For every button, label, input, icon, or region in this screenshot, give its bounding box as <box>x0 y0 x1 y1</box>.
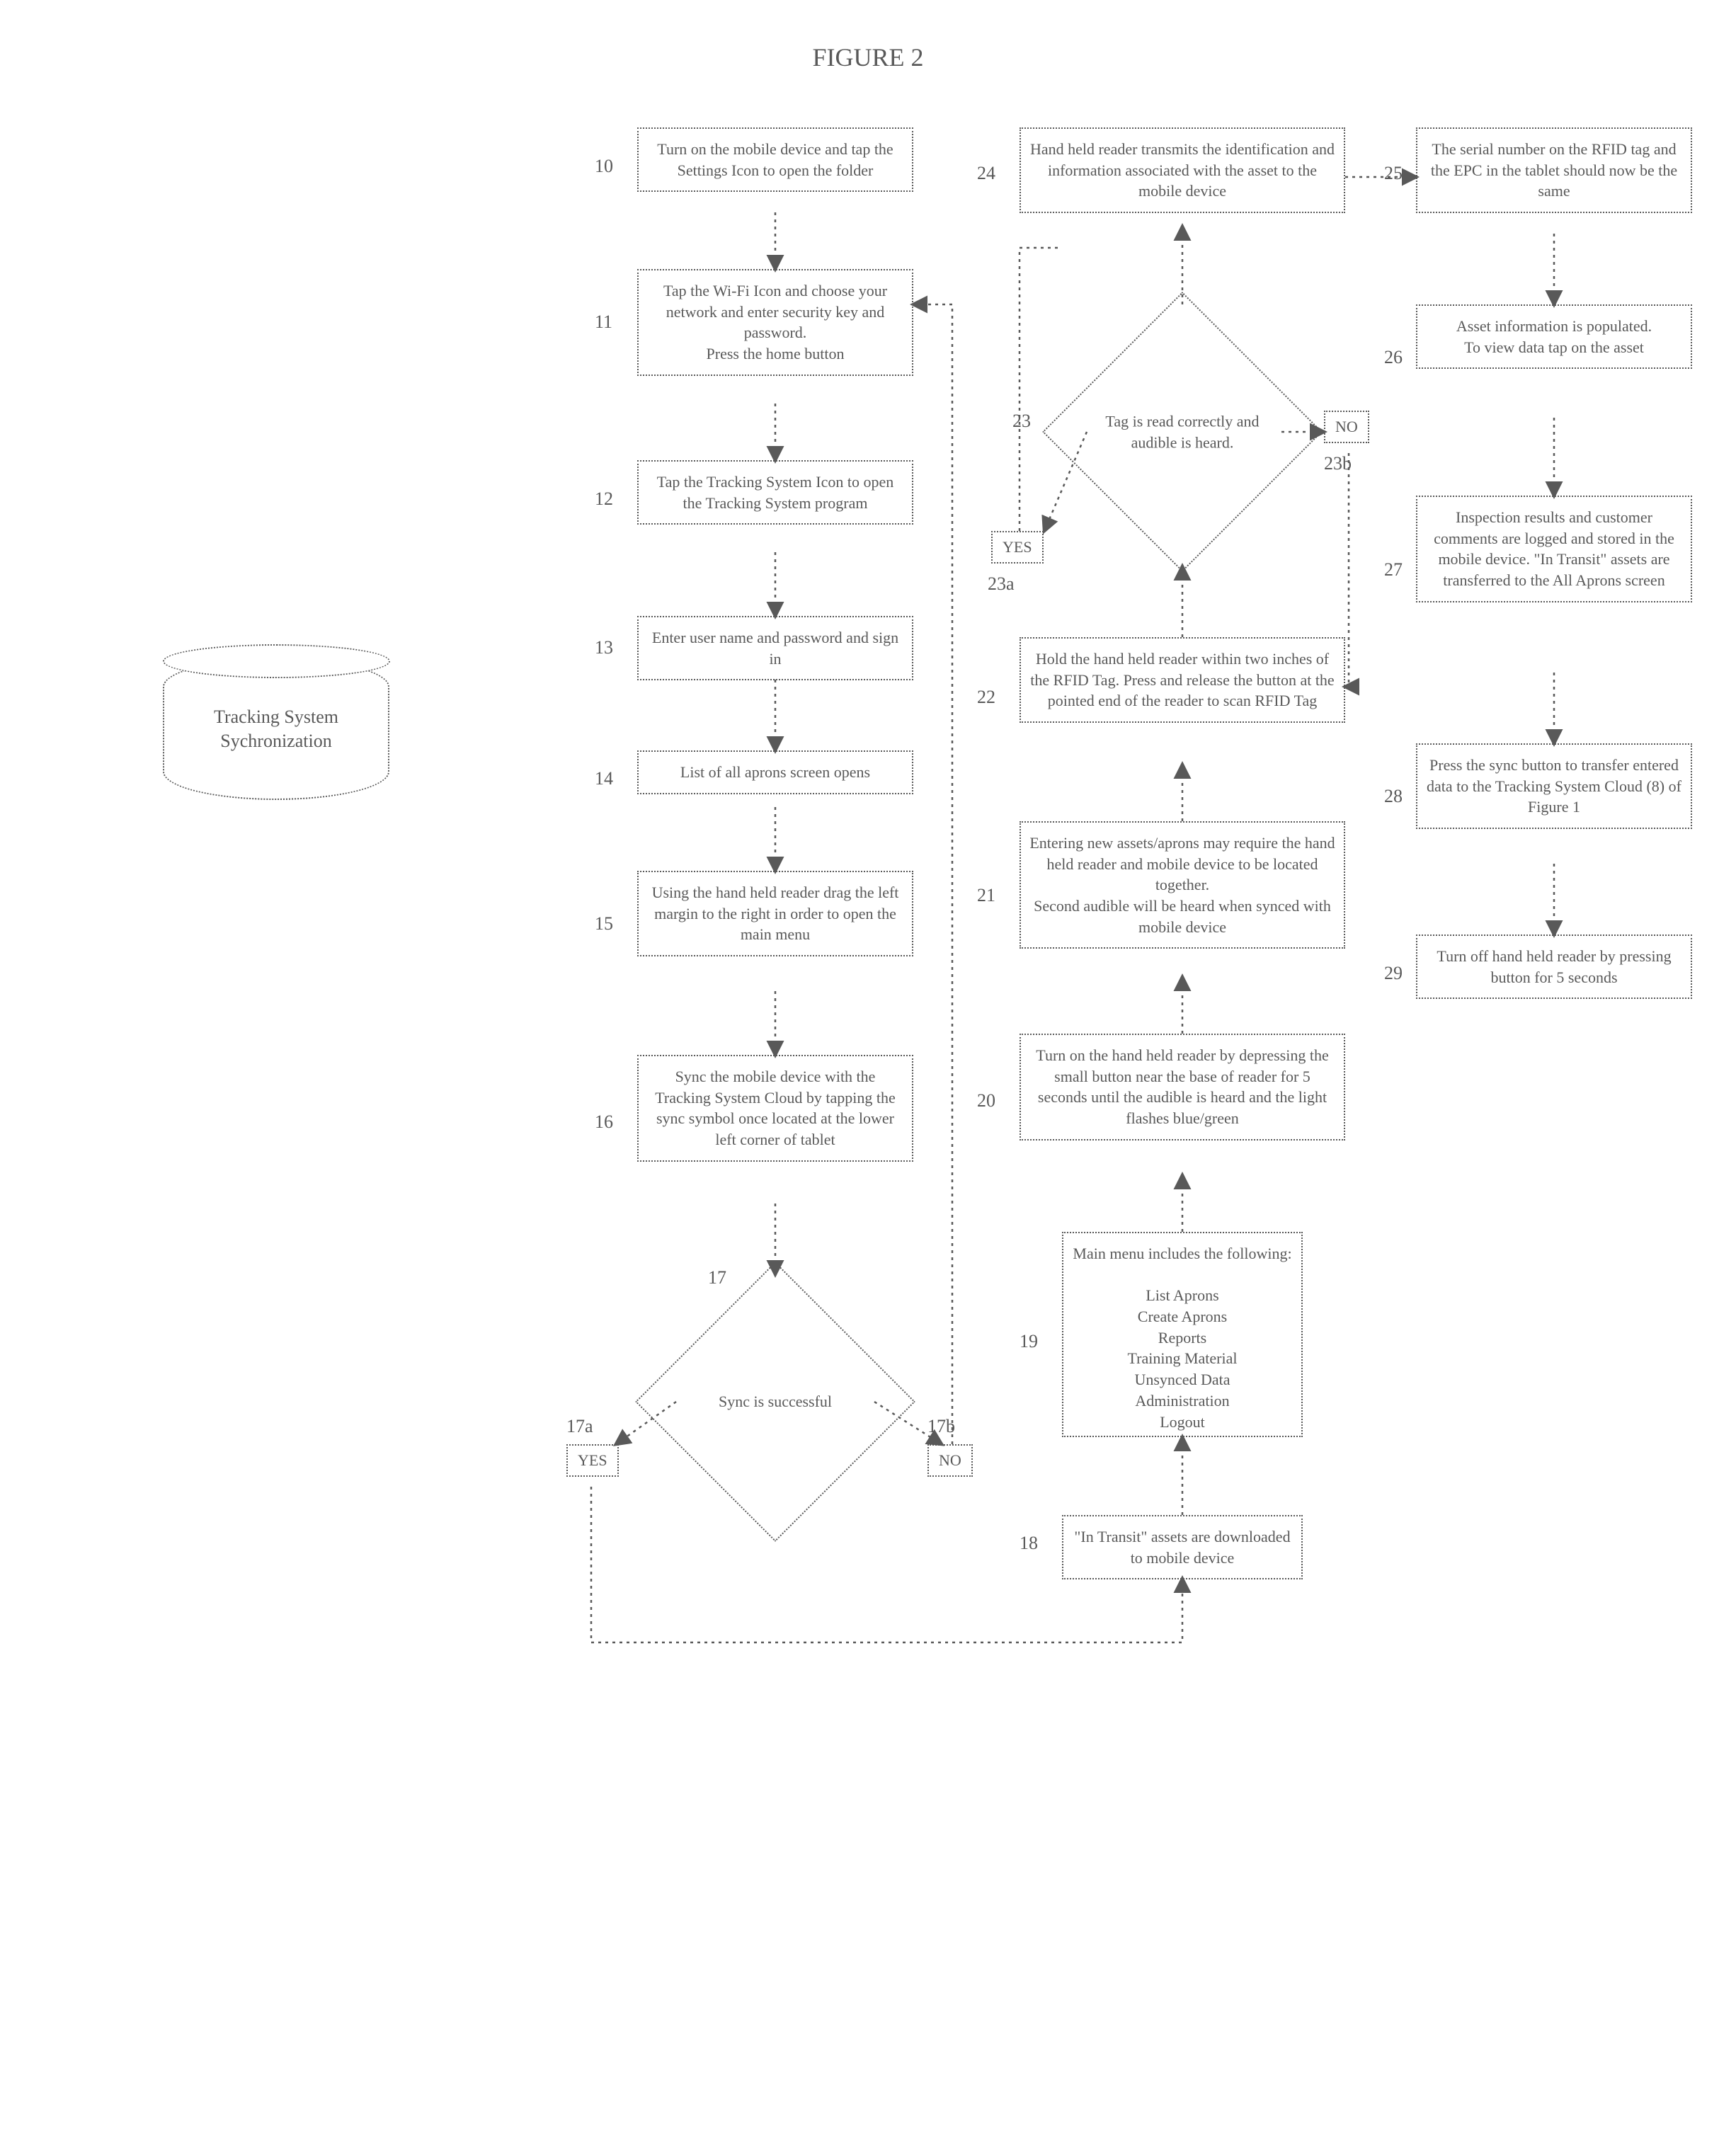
box-21: Entering new assets/aprons may require t… <box>1020 821 1345 949</box>
num-15: 15 <box>595 913 613 934</box>
box-17a-yes: YES <box>566 1444 619 1477</box>
box-27-text: Inspection results and customer comments… <box>1434 508 1674 589</box>
num-17a: 17a <box>566 1416 593 1437</box>
box-22-text: Hold the hand held reader within two inc… <box>1030 650 1334 709</box>
num-28: 28 <box>1384 786 1403 807</box>
num-23a: 23a <box>988 573 1015 595</box>
box-14-text: List of all aprons screen opens <box>680 763 870 781</box>
num-25: 25 <box>1384 163 1403 184</box>
box-28-text: Press the sync button to transfer entere… <box>1427 756 1681 816</box>
box-10-text: Turn on the mobile device and tap the Se… <box>657 140 893 179</box>
box-29: Turn off hand held reader by pressing bu… <box>1416 934 1692 999</box>
num-17b: 17b <box>927 1416 955 1437</box>
num-27: 27 <box>1384 559 1403 581</box>
diamond-23-text: Tag is read correctly and audible is hea… <box>1090 411 1274 452</box>
num-21: 21 <box>977 885 995 906</box>
box-16: Sync the mobile device with the Tracking… <box>637 1055 913 1162</box>
box-13-text: Enter user name and password and sign in <box>652 629 898 668</box>
box-11-text: Tap the Wi-Fi Icon and choose your netwo… <box>663 282 887 362</box>
diamond-17-text: Sync is successful <box>683 1391 867 1412</box>
num-16: 16 <box>595 1111 613 1133</box>
yes-23a: YES <box>1003 538 1032 556</box>
box-22: Hold the hand held reader within two inc… <box>1020 637 1345 723</box>
box-25: The serial number on the RFID tag and th… <box>1416 127 1692 213</box>
box-14: List of all aprons screen opens <box>637 750 913 794</box>
cylinder-label: Tracking System Sychronization <box>214 705 338 753</box>
num-19: 19 <box>1020 1331 1038 1352</box>
box-19-text: Main menu includes the following: List A… <box>1073 1245 1291 1431</box>
box-18: "In Transit" assets are downloaded to mo… <box>1062 1515 1303 1579</box>
box-26-text: Asset information is populated. To view … <box>1456 317 1652 356</box>
num-18: 18 <box>1020 1533 1038 1554</box>
num-11: 11 <box>595 311 612 333</box>
box-12: Tap the Tracking System Icon to open the… <box>637 460 913 525</box>
box-28: Press the sync button to transfer entere… <box>1416 743 1692 829</box>
cylinder-tracking-system: Tracking System Sychronization <box>163 658 389 800</box>
num-20: 20 <box>977 1090 995 1111</box>
box-10: Turn on the mobile device and tap the Se… <box>637 127 913 192</box>
box-29-text: Turn off hand held reader by pressing bu… <box>1437 947 1671 986</box>
num-23b: 23b <box>1324 453 1352 474</box>
num-10: 10 <box>595 156 613 177</box>
box-13: Enter user name and password and sign in <box>637 616 913 680</box>
num-24: 24 <box>977 163 995 184</box>
figure-title: FIGURE 2 <box>812 42 923 72</box>
num-17: 17 <box>708 1267 726 1288</box>
box-23a-yes: YES <box>991 531 1044 564</box>
num-12: 12 <box>595 488 613 510</box>
no-23b: NO <box>1335 418 1358 435</box>
diamond-17: Sync is successful <box>635 1262 915 1542</box>
num-22: 22 <box>977 687 995 708</box>
box-15: Using the hand held reader drag the left… <box>637 871 913 956</box>
box-18-text: "In Transit" assets are downloaded to mo… <box>1074 1528 1290 1567</box>
yes-17a: YES <box>578 1451 607 1469</box>
num-23: 23 <box>1012 411 1031 432</box>
box-20-text: Turn on the hand held reader by depressi… <box>1036 1046 1328 1127</box>
box-21-text: Entering new assets/aprons may require t… <box>1029 834 1335 936</box>
box-24-text: Hand held reader transmits the identific… <box>1030 140 1335 200</box>
diamond-23: Tag is read correctly and audible is hea… <box>1042 292 1323 572</box>
num-26: 26 <box>1384 347 1403 368</box>
box-12-text: Tap the Tracking System Icon to open the… <box>657 473 894 512</box>
num-14: 14 <box>595 768 613 789</box>
box-26: Asset information is populated. To view … <box>1416 304 1692 369</box>
box-11: Tap the Wi-Fi Icon and choose your netwo… <box>637 269 913 376</box>
box-19: Main menu includes the following: List A… <box>1062 1232 1303 1437</box>
box-25-text: The serial number on the RFID tag and th… <box>1431 140 1677 200</box>
box-16-text: Sync the mobile device with the Tracking… <box>655 1068 896 1148</box>
box-24: Hand held reader transmits the identific… <box>1020 127 1345 213</box>
box-17b-no: NO <box>927 1444 973 1477</box>
box-23b-no: NO <box>1324 411 1369 443</box>
no-17b: NO <box>939 1451 961 1469</box>
box-20: Turn on the hand held reader by depressi… <box>1020 1034 1345 1141</box>
box-27: Inspection results and customer comments… <box>1416 496 1692 602</box>
num-29: 29 <box>1384 963 1403 984</box>
box-15-text: Using the hand held reader drag the left… <box>652 884 899 943</box>
num-13: 13 <box>595 637 613 658</box>
